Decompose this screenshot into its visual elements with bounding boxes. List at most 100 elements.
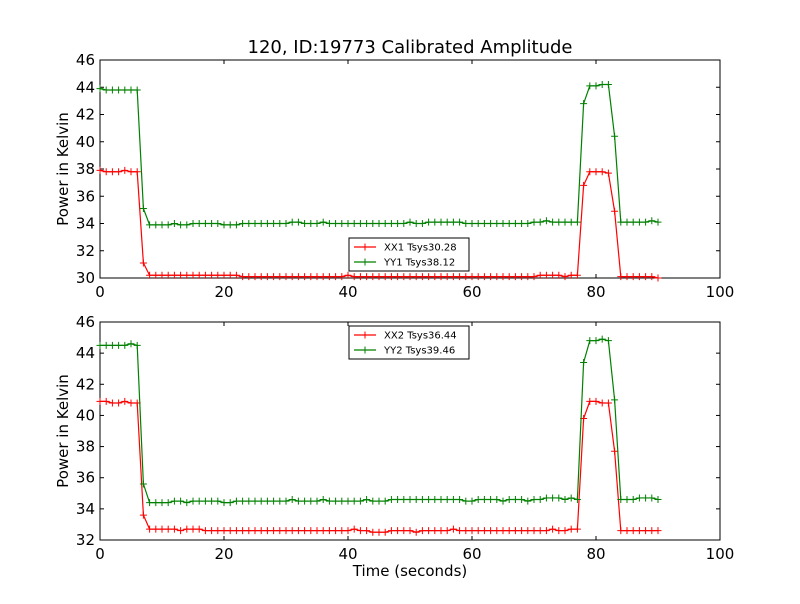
data-point [400, 273, 408, 281]
data-point [96, 397, 104, 405]
data-point [313, 273, 321, 281]
data-point [431, 527, 439, 535]
data-point [604, 81, 612, 89]
data-point [387, 496, 395, 504]
data-point [313, 220, 321, 227]
y-tick-label: 40 [76, 133, 95, 151]
data-point [381, 497, 389, 505]
data-point [456, 218, 464, 226]
data-point [245, 497, 253, 505]
data-point [387, 273, 395, 281]
data-point [474, 273, 482, 281]
data-point [344, 220, 352, 227]
data-point [542, 494, 550, 502]
data-point [499, 527, 507, 535]
data-point [468, 273, 476, 281]
data-point [511, 527, 519, 535]
data-point [115, 341, 123, 349]
data-point [276, 497, 284, 505]
data-point [406, 527, 414, 535]
data-point [350, 273, 358, 281]
data-point [567, 271, 575, 279]
data-point [325, 497, 333, 505]
data-point [443, 273, 451, 281]
data-point [102, 168, 110, 176]
data-point [195, 525, 203, 533]
data-point [319, 527, 327, 535]
data-point [542, 527, 550, 535]
data-point [177, 221, 185, 229]
data-point [425, 527, 433, 535]
data-point [611, 396, 619, 404]
legend-label: YY1 Tsys38.12 [383, 258, 455, 269]
data-point [115, 399, 123, 407]
data-point [183, 525, 191, 533]
data-point [201, 271, 209, 279]
data-point [462, 497, 470, 505]
x-tick-label: 80 [586, 283, 605, 301]
legend-marker [361, 243, 369, 251]
data-point [511, 496, 519, 504]
x-tick-label: 40 [338, 545, 357, 563]
data-point [487, 220, 495, 227]
data-point [505, 273, 513, 281]
data-point [301, 497, 309, 505]
data-point [350, 525, 358, 533]
data-point [369, 528, 377, 536]
legend-box [348, 325, 470, 360]
data-point [369, 220, 377, 227]
data-point [220, 527, 228, 535]
data-point [598, 335, 606, 343]
data-point [561, 496, 569, 504]
data-point [288, 496, 296, 504]
data-point [542, 217, 550, 225]
y-tick-label: 38 [76, 160, 95, 178]
data-point [363, 496, 371, 504]
x-axis-label: Time (seconds) [352, 562, 468, 580]
legend-label: XX2 Tsys36.44 [384, 331, 457, 342]
data-point [226, 499, 234, 507]
data-point [487, 527, 495, 535]
data-point [146, 271, 154, 279]
data-point [499, 497, 507, 505]
data-point [462, 527, 470, 535]
data-point [604, 337, 612, 345]
data-point [443, 527, 451, 535]
series-1 [96, 397, 662, 536]
data-point [573, 218, 581, 226]
x-tick-label: 40 [338, 283, 357, 301]
data-point [121, 341, 129, 349]
data-point [177, 271, 185, 279]
data-point [332, 273, 340, 281]
data-point [456, 527, 464, 535]
data-point [487, 496, 495, 504]
data-point [592, 82, 600, 90]
data-point [307, 220, 315, 227]
data-point [356, 497, 364, 505]
data-point [418, 527, 426, 535]
y-tick-label: 32 [76, 242, 95, 260]
data-point [158, 271, 166, 279]
data-point [468, 220, 476, 227]
data-point [146, 525, 154, 533]
data-point [214, 497, 222, 505]
data-point [586, 397, 594, 405]
data-point [642, 494, 650, 502]
data-point [332, 220, 340, 227]
data-point [549, 218, 557, 226]
data-point [344, 497, 352, 505]
data-point [115, 168, 123, 176]
data-point [456, 273, 464, 281]
data-point [263, 497, 271, 505]
data-point [406, 273, 414, 281]
data-point [214, 527, 222, 535]
data-point [524, 273, 532, 281]
data-point [474, 496, 482, 504]
data-point [220, 221, 228, 229]
series-2 [96, 81, 662, 229]
data-point [338, 273, 346, 281]
data-point [251, 220, 259, 227]
data-point [232, 271, 240, 279]
data-point [623, 496, 631, 504]
data-point [462, 273, 470, 281]
